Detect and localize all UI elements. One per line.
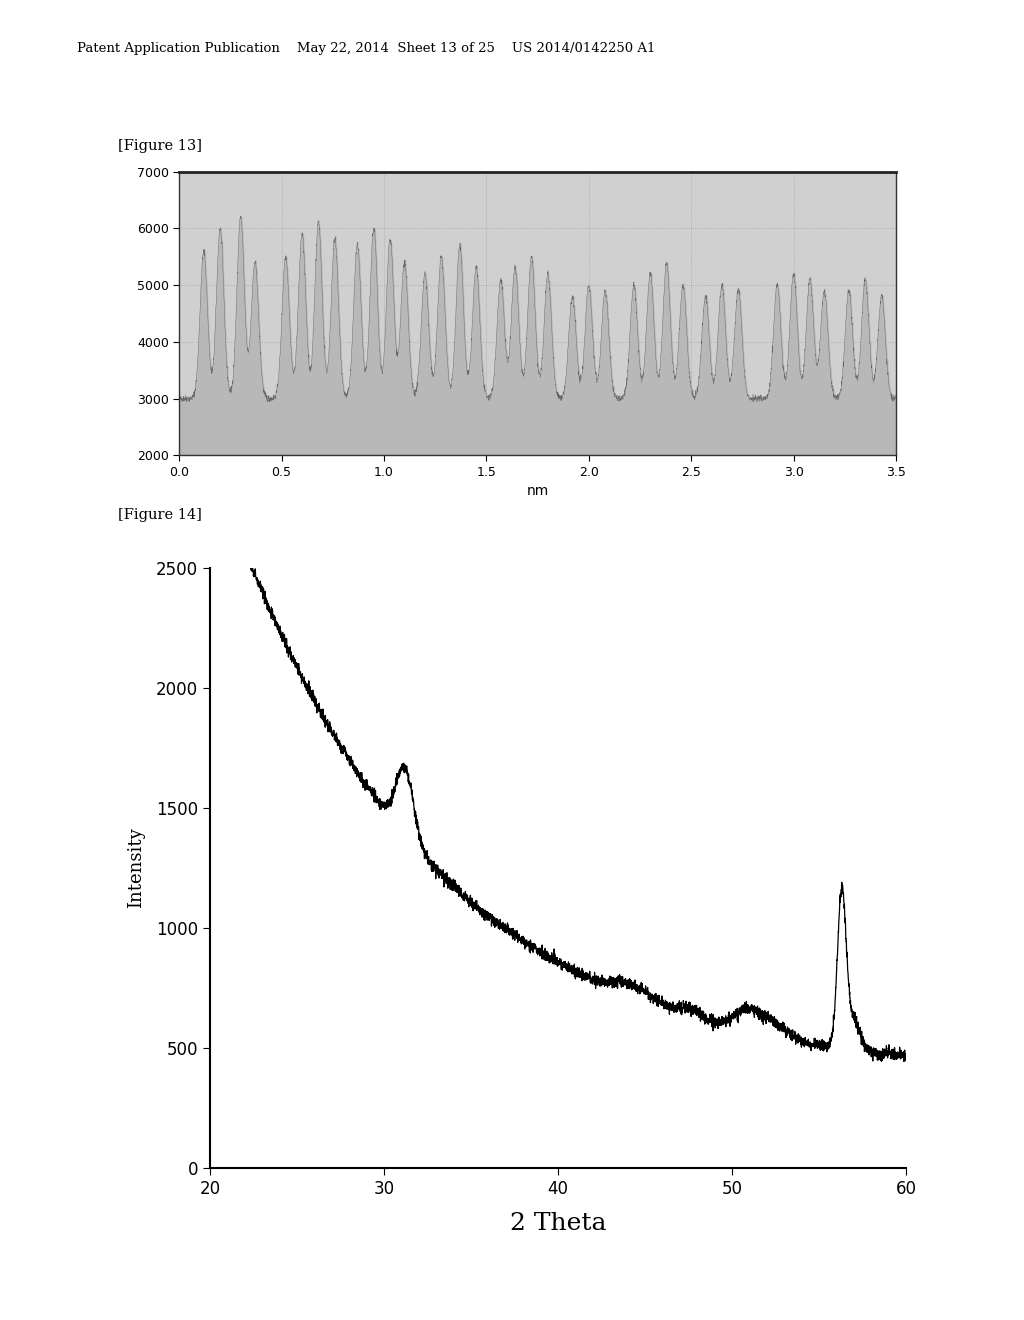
Text: Patent Application Publication    May 22, 2014  Sheet 13 of 25    US 2014/014225: Patent Application Publication May 22, 2…	[77, 42, 655, 55]
Y-axis label: Intensity: Intensity	[127, 828, 144, 908]
Text: [Figure 14]: [Figure 14]	[118, 508, 202, 523]
Text: [Figure 13]: [Figure 13]	[118, 139, 202, 153]
X-axis label: nm: nm	[526, 484, 549, 499]
X-axis label: 2 Theta: 2 Theta	[510, 1212, 606, 1236]
